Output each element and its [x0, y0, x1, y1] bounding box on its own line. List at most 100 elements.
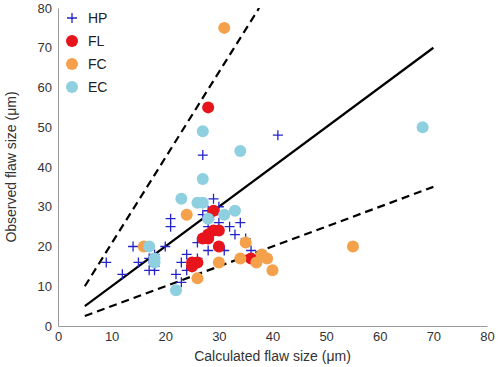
- point: [198, 150, 208, 160]
- legend-label: HP: [88, 10, 107, 26]
- legend-marker: [66, 58, 78, 70]
- point: [197, 197, 209, 209]
- legend-label: FL: [88, 33, 105, 49]
- legend-item: HP: [67, 10, 107, 26]
- tick-label: 10: [38, 279, 52, 294]
- tick-label: 60: [373, 329, 387, 344]
- point: [133, 257, 143, 267]
- tick-label: 50: [38, 120, 52, 135]
- reference-line: [85, 48, 434, 306]
- point: [218, 22, 230, 34]
- tick-label: 40: [38, 160, 52, 175]
- point: [235, 218, 245, 228]
- point: [218, 209, 230, 221]
- chart: 0 10 20 30 40 50 60 70 80 0 10 20 30 40 50 60 70 80 HP FL FC…: [0, 0, 500, 367]
- tick-label: 0: [45, 319, 52, 334]
- tick: 40: [266, 326, 280, 344]
- point: [273, 130, 283, 140]
- point: [229, 205, 241, 217]
- point: [175, 193, 187, 205]
- tick: 70: [38, 40, 58, 55]
- legend-item: FC: [66, 56, 107, 72]
- tick-label: 10: [105, 329, 119, 344]
- tick-label: 40: [266, 329, 280, 344]
- y-axis-title: Observed flaw size (μm): [3, 91, 19, 242]
- series: [186, 101, 257, 272]
- point: [213, 241, 225, 253]
- point: [230, 206, 240, 216]
- point: [230, 230, 240, 240]
- point: [160, 242, 170, 252]
- point: [202, 101, 214, 113]
- legend-label: FC: [88, 56, 107, 72]
- legend-marker: [66, 35, 78, 47]
- x-axis: 0 10 20 30 40 50 60 70 80: [55, 326, 495, 344]
- point: [209, 194, 219, 204]
- axis-line: [59, 326, 488, 327]
- point: [171, 269, 181, 279]
- tick: 30: [38, 199, 58, 214]
- tick-label: 80: [480, 329, 494, 344]
- point: [225, 222, 235, 232]
- point: [191, 272, 203, 284]
- tick-label: 70: [427, 329, 441, 344]
- tick: 20: [38, 239, 58, 254]
- point: [166, 222, 176, 232]
- series: [101, 130, 283, 287]
- series: [143, 121, 428, 296]
- point: [143, 241, 155, 253]
- tick-label: 60: [38, 80, 52, 95]
- tick: 50: [38, 120, 58, 135]
- point: [417, 121, 429, 133]
- point: [347, 241, 359, 253]
- legend-marker: [66, 81, 78, 93]
- tick-label: 50: [319, 329, 333, 344]
- legend: HP FL FC EC: [66, 10, 107, 95]
- point: [191, 256, 203, 268]
- tick: 50: [319, 326, 333, 344]
- point: [117, 269, 127, 279]
- plot: 0 10 20 30 40 50 60 70 80 0 10 20 30 40 50 60 70 80 HP FL FC…: [38, 1, 495, 345]
- marks: [85, 8, 434, 316]
- axis-line: [58, 9, 59, 327]
- point: [213, 256, 225, 268]
- point: [181, 209, 193, 221]
- point: [128, 242, 138, 252]
- tick: 10: [38, 279, 58, 294]
- reference-line: [85, 187, 434, 316]
- tick-label: 0: [55, 329, 62, 344]
- tick: 70: [427, 326, 441, 344]
- legend-marker: [67, 13, 77, 23]
- point: [149, 256, 161, 268]
- point: [234, 145, 246, 157]
- x-axis-title: Calculated flaw size (μm): [194, 348, 351, 364]
- point: [202, 213, 214, 225]
- point: [240, 237, 252, 249]
- tick-label: 70: [38, 40, 52, 55]
- reference-line: [85, 8, 259, 286]
- point: [170, 284, 182, 296]
- tick: 20: [159, 326, 173, 344]
- legend-item: EC: [66, 79, 107, 95]
- tick: 10: [105, 326, 119, 344]
- tick-label: 20: [38, 239, 52, 254]
- tick-label: 20: [159, 329, 173, 344]
- point: [197, 173, 209, 185]
- tick-label: 80: [38, 1, 52, 16]
- legend-label: EC: [88, 79, 107, 95]
- tick: 40: [38, 160, 58, 175]
- point: [101, 257, 111, 267]
- tick: 0: [55, 326, 62, 344]
- tick-label: 30: [38, 199, 52, 214]
- point: [176, 257, 186, 267]
- point: [234, 252, 246, 264]
- point: [203, 245, 213, 255]
- tick: 60: [38, 80, 58, 95]
- point: [267, 264, 279, 276]
- point: [197, 125, 209, 137]
- tick: 30: [212, 326, 226, 344]
- tick: 0: [45, 319, 58, 334]
- tick: 80: [480, 326, 494, 344]
- legend-item: FL: [66, 33, 105, 49]
- y-axis: 0 10 20 30 40 50 60 70 80: [38, 1, 59, 334]
